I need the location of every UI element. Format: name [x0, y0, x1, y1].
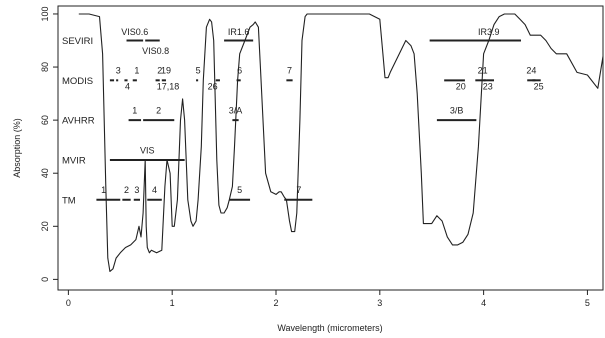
band-label: VIS — [140, 145, 155, 155]
y-tick-label: 40 — [40, 168, 50, 178]
x-tick-label: 5 — [585, 298, 590, 308]
x-tick-label: 3 — [377, 298, 382, 308]
band-label: 1 — [134, 66, 139, 76]
sensor-label: MODIS — [62, 76, 93, 87]
band-label: 5 — [237, 185, 242, 195]
band-label: 3/B — [450, 105, 464, 115]
sensor-label: MVIR — [62, 155, 86, 166]
band-label: 5 — [196, 66, 201, 76]
y-tick-label: 60 — [40, 115, 50, 125]
band-label: 1 — [101, 185, 106, 195]
y-tick-label: 20 — [40, 221, 50, 231]
band-label: 2 — [157, 66, 162, 76]
y-axis-title: Absorption (%) — [12, 118, 22, 178]
band-label: 23 — [483, 82, 493, 92]
x-axis-title: Wavelength (micrometers) — [277, 323, 382, 333]
sensor-mvir: MVIR VIS — [62, 145, 185, 166]
band-label: 24 — [526, 66, 536, 76]
y-tick-label: 100 — [40, 6, 50, 21]
band-label: 21 — [478, 66, 488, 76]
sensor-tm: TM1 2 3 4 5 7 — [62, 185, 313, 206]
sensor-label: AVHRR — [62, 116, 95, 127]
y-tick-label: 0 — [40, 277, 50, 282]
band-label: 3 — [134, 185, 139, 195]
absorption-curve-layer — [78, 13, 604, 272]
band-label: 6 — [237, 66, 242, 76]
band-label: IR3.9 — [478, 27, 500, 37]
band-label: 3/A — [229, 105, 243, 115]
sensor-seviri: SEVIRI VIS0.6 VIS0.8 IR1.6 IR3.9 — [62, 27, 521, 56]
band-label: 17,18 — [157, 82, 180, 92]
band-label: 26 — [208, 82, 218, 92]
sensor-avhrr: AVHRR 1 2 3/A 3/B — [62, 105, 477, 127]
band-label: 25 — [534, 82, 544, 92]
absorption-curve — [78, 13, 604, 272]
band-label: 2 — [156, 105, 161, 115]
band-label: 3 — [116, 66, 121, 76]
x-tick-label: 1 — [170, 298, 175, 308]
band-label: 7 — [296, 185, 301, 195]
band-label: 4 — [125, 82, 130, 92]
band-label: IR1.6 — [228, 27, 250, 37]
band-label: 20 — [456, 82, 466, 92]
y-tick-label: 80 — [40, 62, 50, 72]
band-label: 7 — [287, 66, 292, 76]
x-tick-label: 2 — [273, 298, 278, 308]
band-label: 2 — [124, 185, 129, 195]
plot-frame — [57, 5, 604, 291]
band-label: 4 — [152, 185, 157, 195]
band-label: 19 — [161, 66, 171, 76]
x-tick-label: 0 — [66, 298, 71, 308]
sensor-label: SEVIRI — [62, 36, 93, 47]
x-tick-label: 4 — [481, 298, 486, 308]
band-label: 1 — [132, 105, 137, 115]
band-label: VIS0.6 — [121, 27, 148, 37]
sensor-label: TM — [62, 195, 76, 206]
band-label: VIS0.8 — [142, 46, 169, 56]
sensor-modis: MODIS 341 219 17,18 5 26 6 7 20 21 23 24 25 — [62, 66, 544, 92]
